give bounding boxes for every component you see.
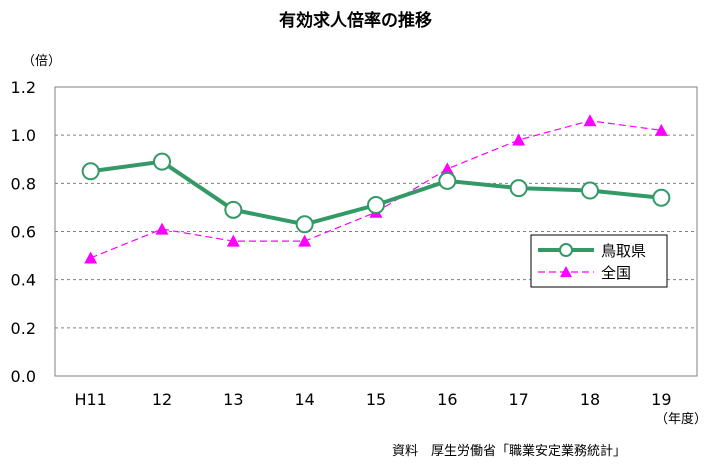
y-tick-label: 0.6: [11, 223, 36, 242]
legend-label: 鳥取県: [601, 242, 646, 260]
legend-marker: [560, 266, 572, 278]
data-point: [654, 123, 668, 136]
data-point: [153, 152, 171, 171]
source-note: 資料 厚生労働省「職業安定業務統計」: [392, 444, 627, 459]
data-point: [367, 196, 385, 215]
x-tick-label: 17: [508, 390, 528, 409]
data-point: [440, 162, 454, 175]
legend-entry: 全国: [538, 264, 631, 282]
data-point: [512, 133, 526, 146]
series-0: [81, 152, 671, 234]
y-axis-unit: （倍）: [22, 54, 62, 69]
y-tick-label: 0.0: [11, 367, 36, 386]
x-tick-label: 12: [152, 390, 172, 409]
data-point: [155, 222, 169, 235]
y-tick-label: 0.4: [11, 271, 36, 290]
data-point: [581, 181, 599, 200]
legend-entry: 鳥取県: [538, 242, 646, 260]
data-point: [583, 114, 597, 127]
plot-area-border: [54, 86, 698, 377]
x-tick-label: 18: [580, 390, 600, 409]
y-tick-label: 1.2: [11, 78, 36, 97]
x-tick-label: 19: [651, 390, 671, 409]
x-tick-label: 16: [437, 390, 457, 409]
x-tick-label: 15: [366, 390, 386, 409]
data-point: [438, 171, 457, 190]
data-point: [226, 234, 240, 247]
y-tick-label: 0.2: [11, 319, 36, 338]
y-tick-labels: 0.0 0.2 0.4 0.6 0.8 1.0 1.2: [11, 78, 36, 386]
chart-title: 有効求人倍率の推移: [279, 11, 432, 31]
data-point: [298, 234, 312, 247]
x-axis-unit: （年度）: [655, 412, 708, 427]
series-layer: [81, 114, 671, 264]
x-tick-labels: H11 12 13 14 15 16 17 18 19: [74, 390, 671, 409]
x-tick-label: 13: [223, 390, 243, 409]
legend-box: [530, 234, 668, 288]
data-point: [295, 215, 314, 234]
y-tick-label: 1.0: [11, 126, 36, 145]
data-point: [509, 179, 528, 198]
y-tick-label: 0.8: [11, 174, 36, 193]
data-point: [84, 251, 98, 264]
x-tick-label: 14: [294, 390, 314, 409]
legend-marker: [559, 243, 573, 257]
data-point: [224, 200, 243, 219]
data-point: [652, 188, 671, 207]
legend-label: 全国: [601, 264, 631, 282]
data-point: [81, 162, 100, 181]
x-tick-label: H11: [74, 390, 106, 409]
